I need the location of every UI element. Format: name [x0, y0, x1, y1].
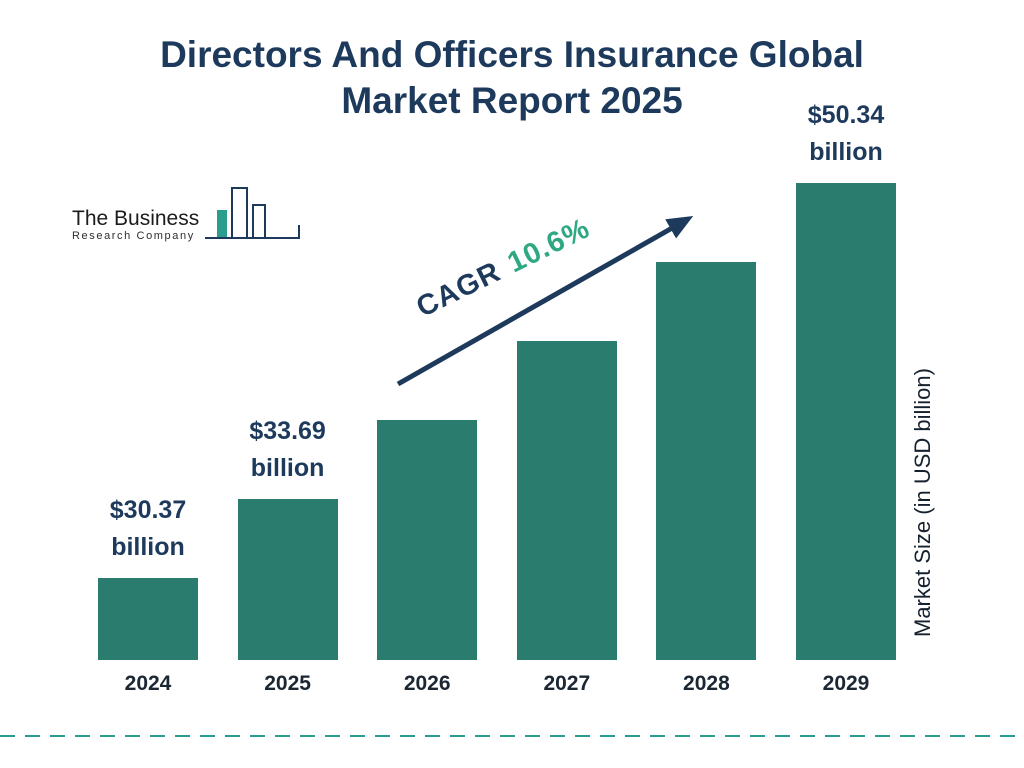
page-title-line1: Directors And Officers Insurance Global: [160, 34, 864, 75]
page-title-line2: Market Report 2025: [341, 79, 683, 121]
bar-2025: [237, 499, 338, 660]
logo-subtitle: Research Company: [72, 230, 195, 242]
company-logo: The Business Research Company: [72, 180, 303, 242]
bar-2026: [377, 420, 478, 660]
bar-2027: [516, 341, 617, 660]
x-tick-label: 2029: [822, 672, 870, 695]
bar-value-label: $50.34 billion: [807, 101, 885, 166]
logo-bars-icon: [205, 187, 301, 239]
logo-text: The Business Research Company: [72, 207, 199, 242]
bar-value-label: $30.37 billion: [109, 496, 187, 561]
bar-2028: [656, 262, 757, 660]
bar-value-label: $33.69 billion: [249, 417, 326, 482]
logo-name: The Business: [72, 206, 200, 230]
page-title: Directors And Officers Insurance Global …: [0, 32, 1024, 123]
x-tick-label: 2026: [403, 672, 451, 695]
y-axis-label: Market Size (in USD billion): [910, 368, 935, 637]
bottom-dashed-divider: [0, 735, 1024, 737]
x-tick-label: 2028: [683, 672, 730, 695]
bar-2024: [98, 578, 198, 660]
x-tick-label: 2027: [543, 672, 591, 695]
x-tick-label: 2025: [264, 672, 311, 695]
bar-2029: [796, 183, 896, 660]
x-tick-label: 2024: [124, 672, 172, 695]
